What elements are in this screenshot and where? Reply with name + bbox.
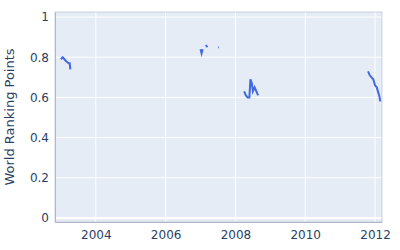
tick: 0 xyxy=(41,211,55,225)
grid-line xyxy=(95,12,96,222)
grid-line xyxy=(375,12,376,222)
grid-line xyxy=(55,177,382,178)
tick-label: 0.6 xyxy=(30,91,49,105)
tick: 0.4 xyxy=(30,131,55,145)
tick: 1 xyxy=(41,10,55,24)
tick-label: 2004 xyxy=(81,228,112,242)
y-axis-title: World Ranking Points xyxy=(2,48,17,185)
tick-label: 2010 xyxy=(290,228,321,242)
plot-frame xyxy=(55,12,382,222)
tick: 2010 xyxy=(290,222,321,242)
line xyxy=(61,45,380,101)
tick-label: 1 xyxy=(41,10,49,24)
grid-line xyxy=(55,97,382,98)
x-axis: 2004 2006 2008 2010 2012 xyxy=(56,222,391,242)
chart: 2004 2006 2008 2010 2012 0 0.2 0.4 0.6 0.8 1 World … xyxy=(0,0,400,250)
tick-label: 0.8 xyxy=(30,51,49,65)
tick: 0.2 xyxy=(30,171,55,185)
grid-line xyxy=(55,217,382,219)
tick-label: 0 xyxy=(41,211,49,225)
grid-line xyxy=(55,17,382,18)
tick-label: 0.4 xyxy=(30,131,49,145)
grid-line xyxy=(55,57,382,58)
y-axis: 0 0.2 0.4 0.6 0.8 1 xyxy=(30,10,56,225)
tick: 2004 xyxy=(81,222,112,242)
tick-label: 2012 xyxy=(360,228,391,242)
tick: 0.6 xyxy=(30,91,55,105)
grid-line xyxy=(305,12,306,222)
grid-line xyxy=(55,137,382,138)
tick: 0.8 xyxy=(30,51,55,65)
grid-line xyxy=(235,12,236,222)
plot-background xyxy=(55,12,382,222)
series xyxy=(61,45,380,101)
tick-label: 2006 xyxy=(151,228,182,242)
tick: 2012 xyxy=(360,222,391,242)
grid xyxy=(55,12,382,222)
tick-label: 2008 xyxy=(221,228,252,242)
tick: 2008 xyxy=(221,222,252,242)
tick: 2006 xyxy=(151,222,182,242)
grid-line xyxy=(165,12,166,222)
tick-label: 0.2 xyxy=(30,171,49,185)
